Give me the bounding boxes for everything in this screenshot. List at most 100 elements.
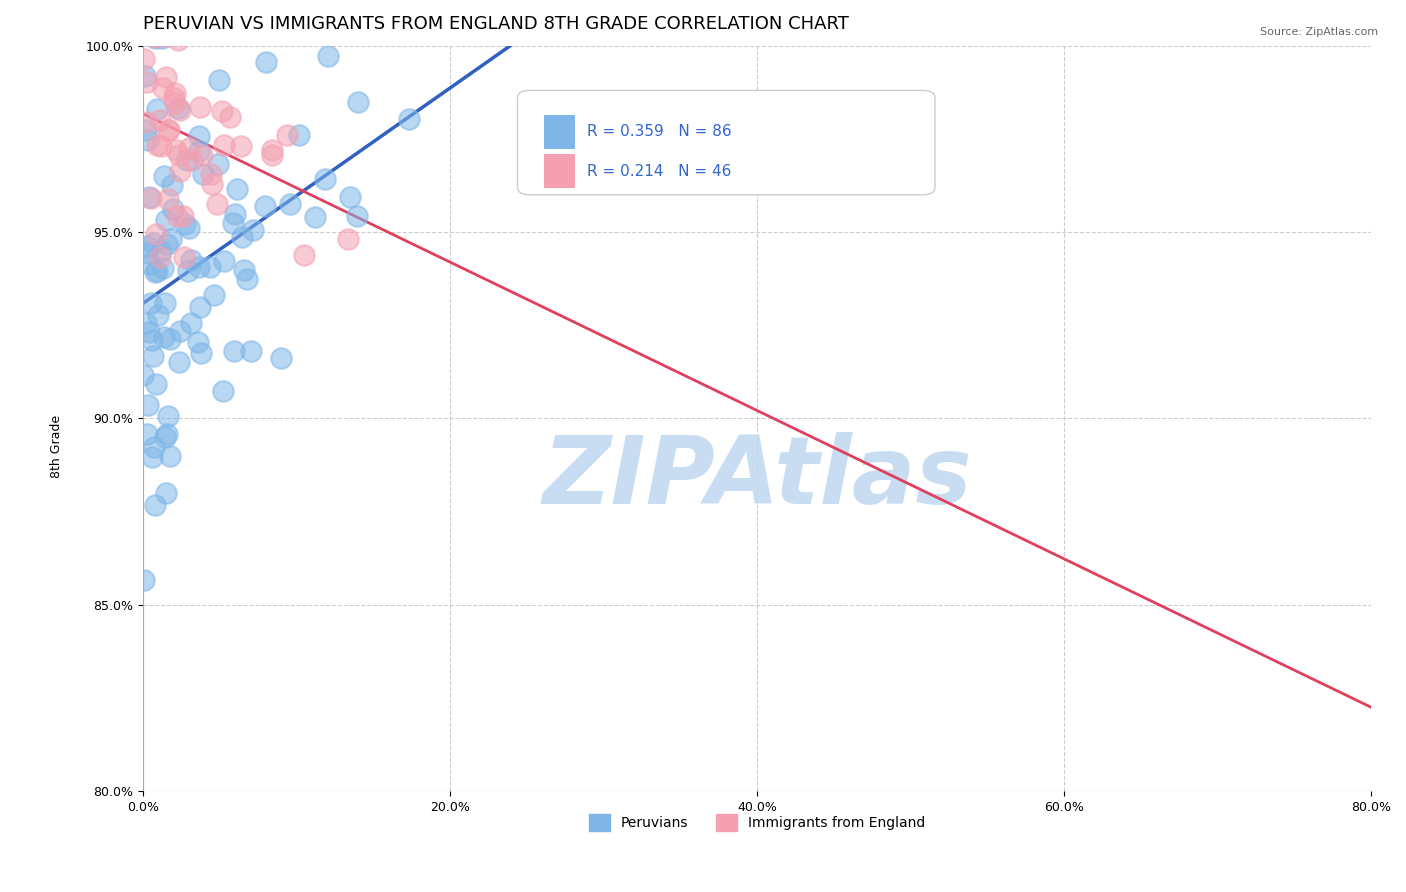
Text: ZIPAtlas: ZIPAtlas — [543, 432, 972, 524]
Point — [180, 316, 202, 330]
Point — [174, 20, 197, 34]
Point — [212, 253, 235, 268]
Point — [242, 223, 264, 237]
Point — [304, 210, 326, 224]
Point — [398, 112, 420, 126]
Point — [136, 426, 159, 441]
Point — [226, 182, 249, 196]
Point — [153, 429, 176, 443]
Point — [222, 216, 245, 230]
Point — [134, 52, 156, 66]
Point — [316, 48, 339, 62]
Point — [156, 427, 179, 442]
Point — [152, 260, 174, 275]
Point — [169, 103, 191, 118]
Text: R = 0.214   N = 46: R = 0.214 N = 46 — [588, 164, 733, 178]
Point — [152, 81, 174, 95]
Point — [177, 264, 200, 278]
Point — [198, 260, 221, 275]
FancyBboxPatch shape — [517, 90, 935, 194]
Point — [143, 30, 166, 45]
Point — [149, 250, 172, 264]
Point — [138, 326, 160, 340]
Point — [231, 229, 253, 244]
Point — [190, 346, 212, 360]
Point — [233, 263, 256, 277]
Point — [187, 128, 209, 143]
Point — [201, 178, 224, 192]
Point — [172, 209, 194, 223]
Point — [160, 232, 183, 246]
Point — [292, 248, 315, 262]
Point — [200, 167, 222, 181]
Point — [155, 70, 177, 84]
Point — [229, 139, 252, 153]
Point — [207, 197, 229, 211]
Point — [222, 344, 245, 359]
Bar — [544, 154, 575, 188]
Point — [138, 190, 160, 204]
Point — [142, 349, 165, 363]
Point — [159, 333, 181, 347]
Point — [181, 153, 204, 167]
Point — [134, 69, 156, 83]
Point — [156, 409, 179, 423]
Point — [254, 54, 277, 69]
Point — [212, 138, 235, 153]
Point — [134, 574, 156, 588]
Point — [141, 333, 163, 347]
Point — [156, 29, 179, 44]
Legend: Peruvians, Immigrants from England: Peruvians, Immigrants from England — [583, 808, 931, 837]
Point — [276, 128, 298, 142]
Point — [149, 112, 172, 127]
Point — [143, 440, 166, 454]
Point — [260, 148, 283, 162]
Point — [135, 20, 157, 34]
Point — [188, 300, 211, 314]
Point — [163, 91, 186, 105]
Text: Source: ZipAtlas.com: Source: ZipAtlas.com — [1260, 27, 1378, 37]
Point — [165, 143, 187, 157]
Text: PERUVIAN VS IMMIGRANTS FROM ENGLAND 8TH GRADE CORRELATION CHART: PERUVIAN VS IMMIGRANTS FROM ENGLAND 8TH … — [143, 15, 849, 33]
Point — [177, 141, 200, 155]
Point — [240, 344, 263, 359]
Bar — [544, 115, 575, 149]
Point — [139, 191, 162, 205]
Text: 8th Grade: 8th Grade — [49, 415, 63, 477]
Point — [177, 221, 200, 235]
Point — [142, 235, 165, 250]
Point — [278, 197, 301, 211]
Point — [165, 95, 187, 110]
Point — [224, 207, 246, 221]
Point — [145, 31, 167, 45]
Point — [270, 351, 292, 366]
Point — [166, 101, 188, 115]
Point — [160, 178, 183, 192]
Point — [202, 288, 225, 302]
Point — [187, 335, 209, 350]
Point — [235, 271, 257, 285]
Point — [169, 324, 191, 338]
Point — [166, 33, 188, 47]
Point — [155, 485, 177, 500]
Text: R = 0.359   N = 86: R = 0.359 N = 86 — [588, 124, 733, 139]
Point — [219, 110, 242, 124]
Point — [156, 192, 179, 206]
Point — [143, 265, 166, 279]
Point — [173, 218, 195, 232]
Point — [156, 122, 179, 136]
Point — [135, 317, 157, 331]
Point — [156, 237, 179, 252]
Point — [139, 257, 162, 271]
Point — [157, 123, 180, 137]
Point — [153, 295, 176, 310]
Point — [188, 260, 211, 275]
Point — [339, 190, 361, 204]
Point — [155, 212, 177, 227]
Point — [190, 100, 212, 114]
Point — [150, 139, 173, 153]
Point — [207, 73, 229, 87]
Point — [132, 368, 155, 383]
Point — [180, 252, 202, 267]
Point — [159, 449, 181, 463]
